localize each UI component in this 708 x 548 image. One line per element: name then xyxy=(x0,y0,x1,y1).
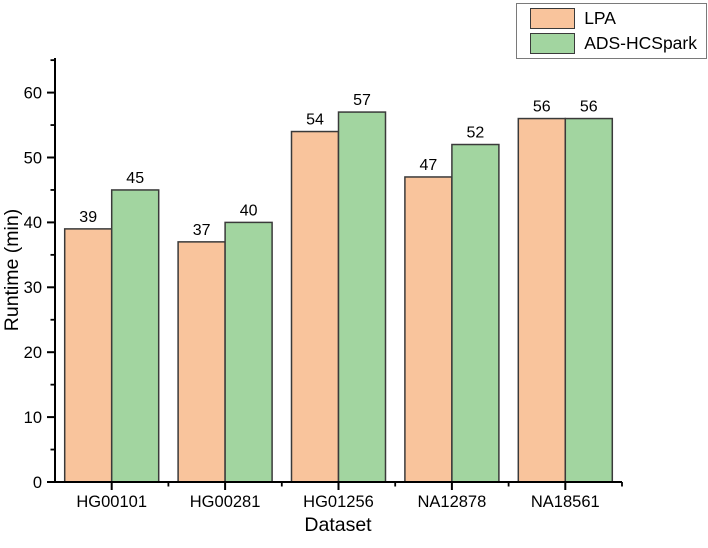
bar-ADS-HCSpark xyxy=(451,143,500,483)
bar-ADS-HCSpark xyxy=(564,117,614,483)
axis-ticks: 0 10 20 30 40 50 60 HG00101 HG00281 HG01256 NA1287… xyxy=(24,59,623,511)
bar-ADS-HCSpark xyxy=(337,111,387,483)
x-category-label: HG00101 xyxy=(76,493,147,511)
y-axis-title: Runtime (min) xyxy=(1,209,23,331)
bar-value-label: 39 xyxy=(79,209,97,226)
bar-value-labels: 39 45 37 40 54 57 47 52 56 56 xyxy=(79,92,597,239)
legend: LPA ADS-HCSpark xyxy=(516,3,707,59)
legend-label: ADS-HCSpark xyxy=(584,33,697,53)
x-axis-title: Dataset xyxy=(304,514,372,536)
bar-value-label: 57 xyxy=(353,92,371,109)
y-tick-label: 30 xyxy=(24,279,42,297)
legend-swatch xyxy=(530,33,576,54)
bar-value-label: 56 xyxy=(580,99,598,116)
axis-lines xyxy=(54,58,622,483)
bars-group xyxy=(63,111,614,483)
y-tick-label: 0 xyxy=(33,474,42,492)
bar-LPA xyxy=(290,130,340,483)
y-tick-label: 40 xyxy=(24,214,42,232)
bar-value-label: 47 xyxy=(420,157,438,174)
x-category-label: HG00281 xyxy=(190,493,261,511)
legend-item-LPA: LPA xyxy=(530,8,697,29)
x-category-label: NA18561 xyxy=(531,493,600,511)
bar-value-label: 54 xyxy=(306,112,324,129)
bar-LPA xyxy=(517,117,567,483)
bar-value-label: 56 xyxy=(533,99,551,116)
legend-label: LPA xyxy=(584,8,616,28)
x-category-label: HG01256 xyxy=(303,493,374,511)
y-tick-label: 60 xyxy=(24,84,42,102)
bar-value-label: 37 xyxy=(193,222,211,239)
bar-value-label: 52 xyxy=(467,125,485,142)
x-category-label: NA12878 xyxy=(417,493,486,511)
bar-LPA xyxy=(63,228,113,483)
legend-item-ADS-HCSpark: ADS-HCSpark xyxy=(530,33,697,54)
y-tick-label: 10 xyxy=(24,409,42,427)
legend-swatch xyxy=(530,8,576,29)
bar-value-label: 40 xyxy=(240,202,258,219)
bar-LPA xyxy=(404,176,453,483)
y-tick-label: 50 xyxy=(24,149,42,167)
bar-LPA xyxy=(177,241,226,483)
bar-value-label: 45 xyxy=(126,170,144,187)
bar-ADS-HCSpark xyxy=(224,221,273,483)
bar-ADS-HCSpark xyxy=(110,189,160,483)
y-tick-label: 20 xyxy=(24,344,42,362)
